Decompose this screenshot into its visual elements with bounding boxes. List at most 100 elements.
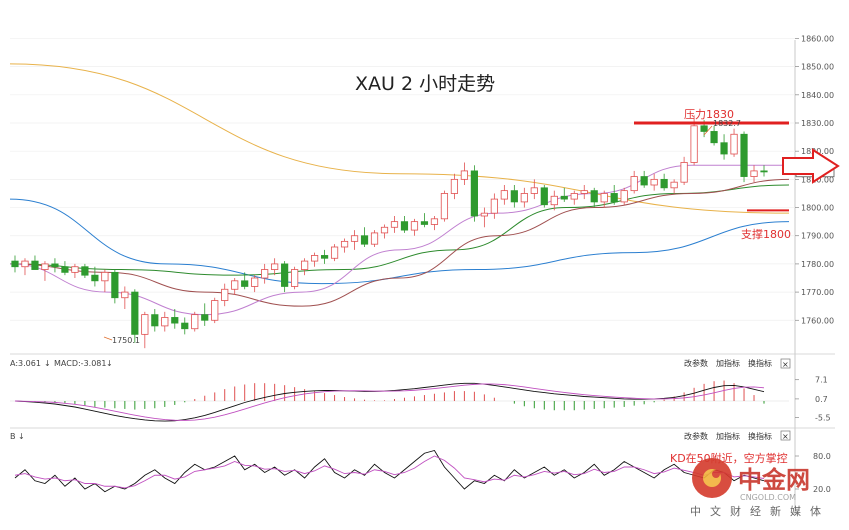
candle bbox=[740, 131, 748, 183]
candle bbox=[600, 190, 608, 208]
kd-label: B bbox=[10, 432, 16, 441]
high-marker: 1832.7 bbox=[703, 119, 741, 136]
candle bbox=[380, 224, 389, 239]
price-tick-10: 1760.00 bbox=[801, 316, 834, 325]
kd-down-arrow-icon: ↓ bbox=[18, 432, 25, 441]
kd-d-line bbox=[14, 455, 765, 489]
price-tick-1: 1850.00 bbox=[801, 63, 834, 72]
candle bbox=[31, 255, 39, 270]
candle bbox=[630, 170, 638, 194]
candlestick-series bbox=[11, 115, 768, 349]
candle bbox=[311, 252, 319, 267]
candle bbox=[201, 303, 209, 326]
price-tick-6: 1800.00 bbox=[801, 204, 834, 213]
resistance-label: 压力1830 bbox=[684, 108, 734, 121]
kd-close-button[interactable] bbox=[780, 430, 791, 441]
price-tick-4: 1820.00 bbox=[801, 147, 834, 156]
kd-k-line bbox=[14, 449, 765, 493]
candle bbox=[730, 128, 738, 157]
candle bbox=[460, 162, 468, 185]
candle bbox=[650, 173, 658, 191]
arrow-right-icon bbox=[782, 148, 840, 184]
candle bbox=[490, 193, 498, 219]
candle bbox=[291, 266, 299, 290]
macd-down-arrow-icon: ↓ bbox=[44, 359, 51, 368]
macd-histogram bbox=[34, 380, 765, 411]
candle bbox=[171, 309, 179, 329]
macd-label-a: A:3.061 bbox=[10, 359, 41, 368]
candle bbox=[750, 165, 758, 183]
candle bbox=[350, 230, 359, 250]
price-tick-2: 1840.00 bbox=[801, 91, 834, 100]
candle bbox=[450, 173, 459, 200]
candle bbox=[151, 309, 159, 332]
candle bbox=[500, 185, 508, 205]
chart-grid bbox=[10, 38, 835, 515]
candle bbox=[660, 173, 668, 191]
candle bbox=[760, 165, 768, 177]
candle bbox=[81, 263, 89, 278]
kd-button-switch[interactable]: 换指标 bbox=[748, 431, 772, 441]
candle bbox=[111, 269, 119, 304]
ma-line-2 bbox=[9, 184, 790, 276]
candle bbox=[590, 187, 598, 208]
high-label: 1832.7 bbox=[713, 119, 741, 128]
ma-line-1 bbox=[9, 198, 790, 285]
candle bbox=[360, 227, 369, 247]
candle bbox=[320, 249, 329, 264]
candle bbox=[720, 134, 728, 160]
candle bbox=[580, 185, 588, 200]
candle bbox=[530, 179, 538, 200]
candle bbox=[430, 216, 439, 231]
candle bbox=[301, 258, 309, 276]
chart-title: XAU 2 小时走势 bbox=[355, 73, 495, 95]
macd-tick-2: -5.5 bbox=[815, 414, 831, 423]
kd-button-params[interactable]: 改参数 bbox=[684, 431, 708, 441]
watermark-brand: 中金网 bbox=[738, 466, 810, 494]
candle bbox=[71, 263, 79, 278]
kd-tick-0: 80.0 bbox=[813, 452, 831, 461]
ma-line-3 bbox=[9, 178, 790, 307]
macd-button-params[interactable]: 改参数 bbox=[684, 358, 708, 368]
price-tick-8: 1780.00 bbox=[801, 260, 834, 269]
price-tick-3: 1830.00 bbox=[801, 119, 834, 128]
price-tick-7: 1790.00 bbox=[801, 232, 834, 241]
macd-close-button[interactable] bbox=[780, 358, 791, 369]
macd-button-switch[interactable]: 换指标 bbox=[748, 358, 772, 368]
candle bbox=[61, 261, 69, 276]
candle bbox=[181, 317, 189, 335]
candle bbox=[400, 216, 409, 233]
kd-button-add[interactable]: 加指标 bbox=[716, 431, 740, 441]
support-label: 支撑1800 bbox=[741, 227, 791, 241]
candle bbox=[211, 297, 219, 324]
candle bbox=[710, 125, 718, 146]
candle bbox=[241, 272, 249, 290]
kd-panel: B ↓ 改参数 加指标 换指标 × 80.0 20.0 KD在50附近，空方掌控 bbox=[10, 430, 831, 494]
candle bbox=[271, 258, 279, 276]
candle bbox=[330, 244, 339, 262]
candle bbox=[420, 213, 429, 228]
candle bbox=[161, 311, 169, 332]
price-tick-0: 1860.00 bbox=[801, 34, 834, 43]
macd-button-add[interactable]: 加指标 bbox=[716, 358, 740, 368]
macd-down-arrow-icon-2: ↓ bbox=[106, 359, 113, 368]
candle bbox=[410, 218, 419, 236]
candle bbox=[480, 207, 488, 228]
resistance-annotation: 压力1830 bbox=[634, 108, 789, 125]
macd-panel: A:3.061 ↓ MACD:-3.081 ↓ 改参数 加指标 换指标 × 7.… bbox=[10, 358, 831, 423]
candle bbox=[540, 185, 548, 208]
macd-axis: 7.1 0.7 -5.5 bbox=[795, 376, 831, 423]
candle bbox=[191, 311, 199, 332]
low-marker: 1750.1 bbox=[103, 336, 140, 345]
candle bbox=[11, 255, 19, 273]
kd-note: KD在50附近，空方掌控 bbox=[670, 451, 788, 465]
candle bbox=[141, 311, 149, 349]
candle bbox=[231, 278, 239, 295]
kd-close-icon: × bbox=[782, 432, 789, 441]
watermark-tagline: 中文财经新媒体 bbox=[690, 504, 830, 518]
candle bbox=[570, 190, 578, 205]
candle bbox=[440, 190, 449, 222]
candle bbox=[680, 156, 688, 185]
macd-line bbox=[14, 382, 765, 422]
